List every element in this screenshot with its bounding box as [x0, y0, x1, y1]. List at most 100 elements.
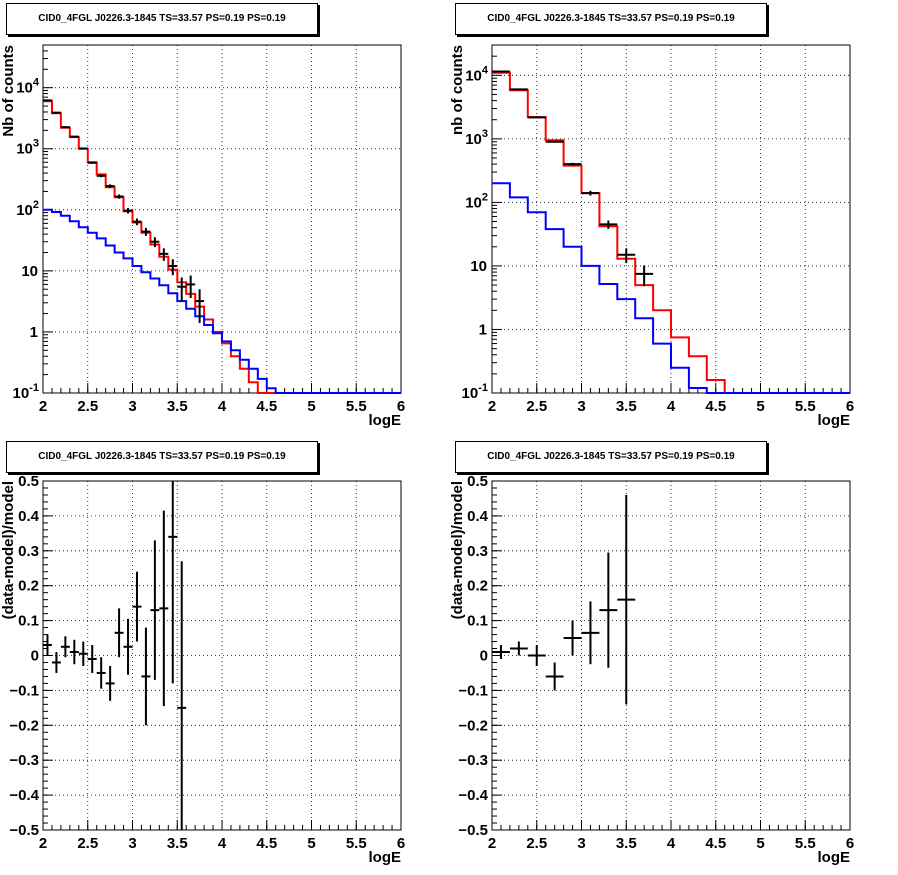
panel-1-x-tick-label: 3.5 — [167, 398, 188, 415]
panel-3-data-point — [177, 561, 187, 830]
panel-2-x-tick-label: 2 — [488, 398, 496, 415]
panel-4-data-point — [617, 494, 636, 705]
panel-1-title: CID0_4FGL J0226.3-1845 TS=33.57 PS=0.19 … — [6, 3, 318, 35]
panel-3-x-tick-label: 5.5 — [346, 835, 367, 852]
panel-1-x-axis-label: logE — [369, 412, 402, 429]
panel-2-y-tick-label: 102 — [465, 191, 488, 211]
panel-1-data-point — [195, 289, 205, 324]
panel-3-y-tick-label: 0.2 — [18, 578, 39, 595]
panel-1-data-point — [141, 227, 151, 236]
panel-3-data-point — [87, 645, 97, 673]
panel-1-y-axis-label: Nb of counts — [0, 45, 17, 137]
panel-3-y-tick-label: −0.2 — [9, 717, 39, 734]
panel-2-x-tick-label: 4 — [667, 398, 676, 415]
panel-2-data-point — [527, 116, 546, 119]
panel-2-y-tick-label: 10-1 — [462, 382, 488, 402]
panel-3-title: CID0_4FGL J0226.3-1845 TS=33.57 PS=0.19 … — [6, 441, 318, 473]
panel-1-data-point — [60, 126, 70, 129]
panel-1-y-tick-label: 103 — [16, 138, 39, 158]
panel-3-y-tick-label: −0.1 — [9, 682, 39, 699]
panel-4-title: CID0_4FGL J0226.3-1845 TS=33.57 PS=0.19 … — [455, 441, 767, 473]
panel-3-x-tick-label: 5 — [307, 835, 315, 852]
panel-4-y-tick-label: −0.3 — [458, 752, 488, 769]
panel-3-data-point — [168, 481, 178, 684]
panel-3-data-point — [105, 665, 115, 701]
panel-2-x-axis-label: logE — [818, 412, 851, 429]
panel-1-x-tick-label: 3 — [128, 398, 136, 415]
panel-3-data-point — [96, 657, 106, 689]
panel-3-y-tick-label: 0.4 — [18, 508, 40, 525]
panel-4-y-tick-label: 0.5 — [467, 473, 488, 490]
panel-3-y-tick-label: −0.3 — [9, 752, 39, 769]
panel-3-data-point — [51, 652, 61, 673]
panel-2-y-tick-label: 103 — [465, 128, 488, 148]
panel-2-y-tick-label: 104 — [465, 64, 489, 84]
panel-1-data-point — [150, 237, 160, 248]
panel-4-y-tick-label: −0.4 — [458, 787, 488, 804]
panel-4-x-tick-label: 6 — [846, 835, 854, 852]
panel-3-x-tick-label: 4.5 — [256, 835, 277, 852]
panel-3-data-point — [132, 571, 142, 642]
panel-3-data-point — [150, 540, 160, 680]
panel-3-x-tick-label: 3 — [128, 835, 136, 852]
panel-3-x-tick-label: 6 — [397, 835, 405, 852]
panel-1-data-point — [186, 275, 196, 298]
panel-2-data-point — [563, 162, 582, 166]
panel-1-data-point — [51, 111, 61, 114]
panel-3-data-point — [159, 510, 169, 707]
panel-3-data-point — [43, 634, 52, 656]
panel-1-data-point — [105, 184, 115, 188]
panel-3-y-tick-label: −0.4 — [9, 787, 39, 804]
panel-2-series-line-blue — [492, 182, 850, 394]
panel-1-x-tick-label: 2.5 — [77, 398, 98, 415]
panel-4-y-tick-label: 0.1 — [467, 613, 488, 630]
panel-1-series-line-blue — [43, 208, 401, 394]
panel-3-y-tick-label: 0.1 — [18, 613, 39, 630]
panel-2-data-point — [635, 265, 654, 287]
panel-4-y-axis-label: (data-model)/model — [449, 481, 466, 619]
panel-2-data-point — [599, 220, 618, 229]
panel-3-y-tick-label: −0.5 — [9, 822, 39, 839]
panel-1-x-tick-label: 6 — [397, 398, 405, 415]
panel-4-x-tick-label: 5.5 — [795, 835, 816, 852]
panel-1-data-point — [96, 174, 106, 178]
panel-4-data-point — [545, 662, 564, 691]
panel-4-data-point — [509, 641, 528, 656]
panel-2-data-point — [509, 88, 528, 91]
panel-2-x-tick-label: 3 — [577, 398, 585, 415]
panel-1-y-tick-label: 10-1 — [13, 382, 39, 402]
panel-1-data-point — [123, 208, 133, 214]
panel-4-x-tick-label: 5 — [756, 835, 764, 852]
panel-1-y-tick-label: 104 — [16, 77, 40, 97]
panel-1-y-tick-label: 10 — [21, 263, 38, 280]
panel-1-x-tick-label: 4.5 — [256, 398, 277, 415]
panel-2-x-tick-label: 6 — [846, 398, 854, 415]
panel-4-frame — [491, 480, 851, 831]
panel-4-x-tick-label: 2.5 — [526, 835, 547, 852]
panel-3-data-point — [141, 627, 151, 726]
panel-2-y-tick-label: 1 — [479, 321, 487, 338]
panel-1-x-tick-label: 4 — [218, 398, 227, 415]
panel-2-x-tick-label: 5.5 — [795, 398, 816, 415]
panel-3-y-tick-label: 0 — [31, 648, 39, 665]
panel-4-data-point — [527, 645, 546, 666]
panel-4-data-point — [492, 645, 510, 659]
panel-2-data-point — [545, 140, 564, 143]
panel-2-x-tick-label: 4.5 — [705, 398, 726, 415]
panel-4-x-axis-label: logE — [818, 849, 851, 866]
panel-1-data-point — [78, 147, 88, 150]
panel-1-y-tick-label: 102 — [16, 199, 39, 219]
panel-1-data-point — [69, 135, 79, 138]
panel-4-data-point — [599, 552, 618, 668]
panel-1-data-point — [43, 99, 52, 102]
panel-1-data-point — [159, 248, 169, 261]
panel-1-y-tick-label: 1 — [30, 324, 38, 341]
panel-4-x-tick-label: 3 — [577, 835, 585, 852]
panel-2-data-point — [617, 248, 636, 264]
panel-1-x-tick-label: 2 — [39, 398, 47, 415]
